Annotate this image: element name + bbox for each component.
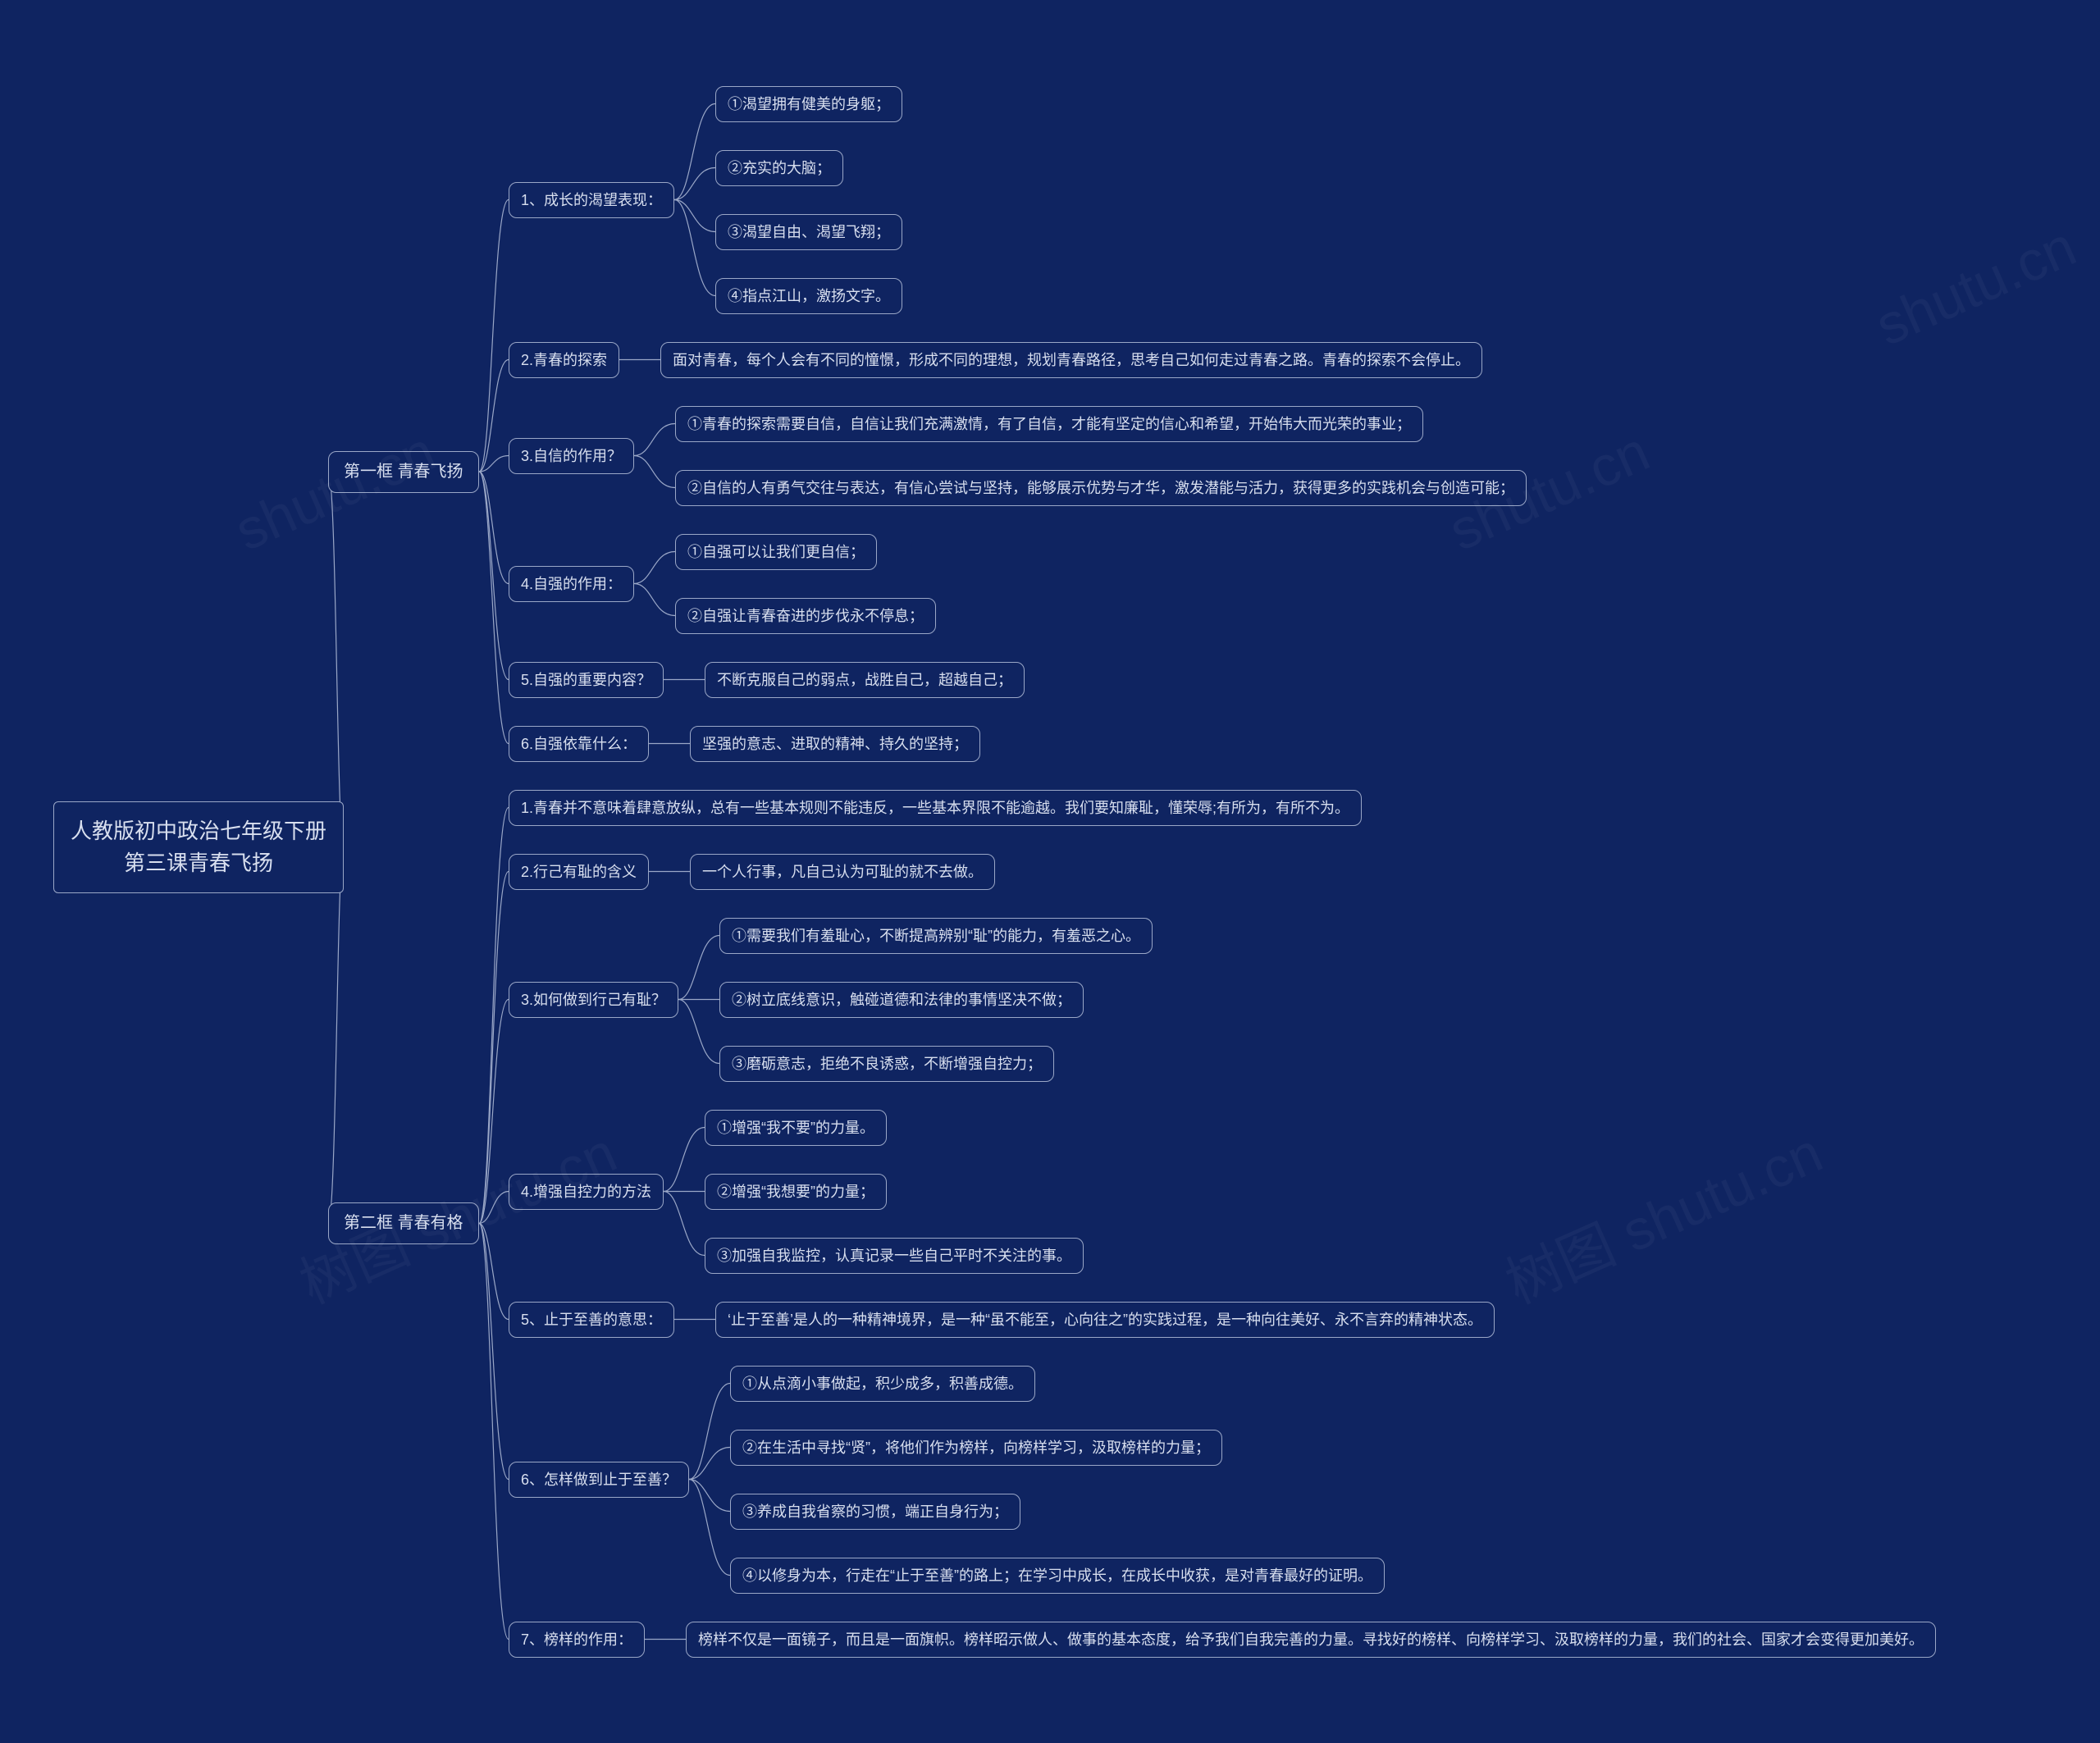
node-label: 一个人行事，凡自己认为可耻的就不去做。: [702, 864, 983, 880]
node-label: 5、止于至善的意思：: [521, 1312, 662, 1328]
watermark: 树图 shutu.cn: [1491, 1108, 1833, 1320]
topic-node: 2.行己有耻的含义: [509, 854, 649, 890]
leaf-node: ①从点滴小事做起，积少成多，积善成德。: [730, 1366, 1035, 1402]
leaf-node: ①增强“我不要”的力量。: [705, 1110, 887, 1146]
topic-node: 7、榜样的作用：: [509, 1622, 645, 1658]
root-line2: 第三课青春飞扬: [71, 847, 326, 879]
leaf-node: ②自信的人有勇气交往与表达，有信心尝试与坚持，能够展示优势与才华，激发潜能与活力…: [675, 470, 1527, 506]
topic-node: 5、止于至善的意思：: [509, 1302, 674, 1338]
topic-node: 5.自强的重要内容？: [509, 662, 664, 698]
leaf-node: ①青春的探索需要自信，自信让我们充满激情，有了自信，才能有坚定的信心和希望，开始…: [675, 406, 1423, 442]
node-label: ②树立底线意识，触碰道德和法律的事情坚决不做；: [732, 992, 1071, 1008]
node-label: 第一框 青春飞扬: [344, 463, 463, 481]
node-label: 7、榜样的作用：: [521, 1631, 632, 1648]
node-label: ④指点江山，激扬文字。: [728, 288, 890, 304]
node-label: ②自信的人有勇气交往与表达，有信心尝试与坚持，能够展示优势与才华，激发潜能与活力…: [687, 480, 1514, 496]
node-label: 坚强的意志、进取的精神、持久的坚持；: [702, 736, 968, 752]
leaf-node: ②在生活中寻找“贤”，将他们作为榜样，向榜样学习，汲取榜样的力量；: [730, 1430, 1222, 1466]
node-label: ①自强可以让我们更自信；: [687, 544, 865, 560]
leaf-node: ②自强让青春奋进的步伐永不停息；: [675, 598, 936, 634]
node-label: 6、怎样做到止于至善？: [521, 1472, 677, 1488]
topic-node: 3.如何做到行己有耻？: [509, 982, 678, 1018]
leaf-node: ③磨砺意志，拒绝不良诱惑，不断增强自控力；: [719, 1046, 1054, 1082]
topic-node: 6.自强依靠什么：: [509, 726, 649, 762]
node-label: ③养成自我省察的习惯，端正自身行为；: [742, 1503, 1008, 1520]
node-label: 面对青春，每个人会有不同的憧憬，形成不同的理想，规划青春路径，思考自己如何走过青…: [673, 352, 1470, 368]
topic-node: 3.自信的作用？: [509, 438, 634, 474]
node-label: ①青春的探索需要自信，自信让我们充满激情，有了自信，才能有坚定的信心和希望，开始…: [687, 416, 1411, 432]
node-label: 1、成长的渴望表现：: [521, 192, 662, 208]
leaf-node: ④以修身为本，行走在“止于至善”的路上；在学习中成长，在成长中收获，是对青春最好…: [730, 1558, 1385, 1594]
node-label: ③渴望自由、渴望飞翔；: [728, 224, 890, 240]
topic-node: 4.增强自控力的方法: [509, 1174, 664, 1210]
node-label: 第二框 青春有格: [344, 1214, 463, 1232]
node-label: 4.增强自控力的方法: [521, 1184, 651, 1200]
leaf-node: 坚强的意志、进取的精神、持久的坚持；: [690, 726, 980, 762]
topic-node: 2.青春的探索: [509, 342, 619, 378]
node-label: ‘止于至善’是人的一种精神境界，是一种“虽不能至，心向往之”的实践过程，是一种向…: [728, 1312, 1482, 1328]
leaf-node: 榜样不仅是一面镜子，而且是一面旗帜。榜样昭示做人、做事的基本态度，给予我们自我完…: [686, 1622, 1936, 1658]
leaf-node: ①渴望拥有健美的身躯；: [715, 86, 902, 122]
node-label: 6.自强依靠什么：: [521, 736, 637, 752]
root-line1: 人教版初中政治七年级下册: [71, 815, 326, 847]
watermark: shutu.cn: [1866, 214, 2085, 358]
leaf-node: ①需要我们有羞耻心，不断提高辨别“耻”的能力，有羞恶之心。: [719, 918, 1153, 954]
node-label: ①需要我们有羞耻心，不断提高辨别“耻”的能力，有羞恶之心。: [732, 928, 1140, 944]
leaf-node: ②树立底线意识，触碰道德和法律的事情坚决不做；: [719, 982, 1084, 1018]
node-label: ②在生活中寻找“贤”，将他们作为榜样，向榜样学习，汲取榜样的力量；: [742, 1440, 1210, 1456]
node-label: ②充实的大脑；: [728, 160, 831, 176]
leaf-node: 不断克服自己的弱点，战胜自己，超越自己；: [705, 662, 1025, 698]
node-label: 5.自强的重要内容？: [521, 672, 651, 688]
node-label: 4.自强的作用：: [521, 576, 622, 592]
leaf-node: 面对青春，每个人会有不同的憧憬，形成不同的理想，规划青春路径，思考自己如何走过青…: [660, 342, 1482, 378]
leaf-node: ③渴望自由、渴望飞翔；: [715, 214, 902, 250]
root-node: 人教版初中政治七年级下册第三课青春飞扬: [53, 801, 344, 893]
node-label: ③磨砺意志，拒绝不良诱惑，不断增强自控力；: [732, 1056, 1042, 1072]
node-label: 2.行己有耻的含义: [521, 864, 637, 880]
node-label: 1.青春并不意味着肆意放纵，总有一些基本规则不能违反，一些基本界限不能逾越。我们…: [521, 800, 1349, 816]
node-label: ②自强让青春奋进的步伐永不停息；: [687, 608, 924, 624]
leaf-node: ④指点江山，激扬文字。: [715, 278, 902, 314]
leaf-node: ③养成自我省察的习惯，端正自身行为；: [730, 1494, 1020, 1530]
leaf-node: 一个人行事，凡自己认为可耻的就不去做。: [690, 854, 995, 890]
branch-node: 第二框 青春有格: [328, 1202, 479, 1244]
node-label: ②增强“我想要”的力量；: [717, 1184, 874, 1200]
node-label: 2.青春的探索: [521, 352, 607, 368]
node-label: 不断克服自己的弱点，战胜自己，超越自己；: [717, 672, 1012, 688]
node-label: ①从点滴小事做起，积少成多，积善成德。: [742, 1376, 1023, 1392]
topic-node: 4.自强的作用：: [509, 566, 634, 602]
leaf-node: ‘止于至善’是人的一种精神境界，是一种“虽不能至，心向往之”的实践过程，是一种向…: [715, 1302, 1495, 1338]
node-label: 3.如何做到行己有耻？: [521, 992, 666, 1008]
leaf-node: ②增强“我想要”的力量；: [705, 1174, 887, 1210]
node-label: ④以修身为本，行走在“止于至善”的路上；在学习中成长，在成长中收获，是对青春最好…: [742, 1567, 1372, 1584]
leaf-node: ②充实的大脑；: [715, 150, 843, 186]
topic-node: 1、成长的渴望表现：: [509, 182, 674, 218]
node-label: ①渴望拥有健美的身躯；: [728, 96, 890, 112]
node-label: ①增强“我不要”的力量。: [717, 1120, 874, 1136]
topic-node: 6、怎样做到止于至善？: [509, 1462, 689, 1498]
leaf-node: 1.青春并不意味着肆意放纵，总有一些基本规则不能违反，一些基本界限不能逾越。我们…: [509, 790, 1362, 826]
node-label: ③加强自我监控，认真记录一些自己平时不关注的事。: [717, 1248, 1071, 1264]
node-label: 3.自信的作用？: [521, 448, 622, 464]
node-label: 榜样不仅是一面镜子，而且是一面旗帜。榜样昭示做人、做事的基本态度，给予我们自我完…: [698, 1631, 1924, 1648]
leaf-node: ③加强自我监控，认真记录一些自己平时不关注的事。: [705, 1238, 1084, 1274]
branch-node: 第一框 青春飞扬: [328, 451, 479, 493]
leaf-node: ①自强可以让我们更自信；: [675, 534, 877, 570]
